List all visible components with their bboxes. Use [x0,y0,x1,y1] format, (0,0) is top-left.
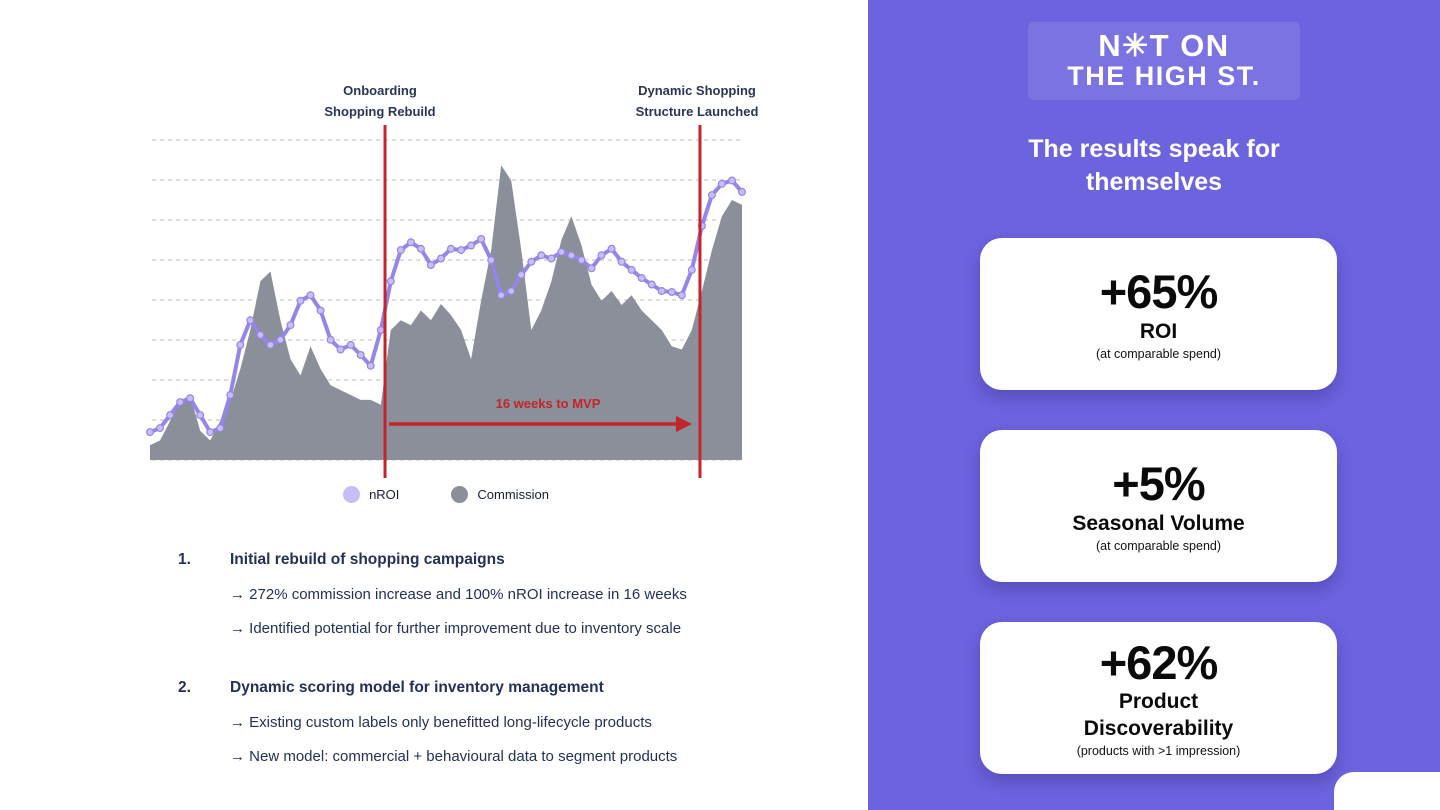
stat-title: ROI [1139,319,1178,343]
stat-value: +5% [1112,457,1205,511]
event-annotation-line: Shopping Rebuild [324,104,436,119]
stat-card-roi: +65% ROI (at comparable spend) [980,238,1337,390]
note-bullet: → Existing custom labels only benefitted… [230,714,652,731]
list-item: 2. Dynamic scoring model for inventory m… [178,679,828,765]
stat-card-product-discoverability: +62% Product Discoverability (products w… [980,622,1337,774]
note-title: Initial rebuild of shopping campaigns [230,551,505,568]
note-bullet: → Identified potential for further impro… [230,620,682,637]
legend-label-commission: Commission [477,487,549,502]
logo-text-line1: N✳T ON [1098,27,1230,63]
chart-legend: nROI Commission [150,486,742,503]
note-bullet: → 272% commission increase and 100% nROI… [230,586,687,603]
stat-title: Product Discoverability [1083,690,1234,740]
stat-subtitle: (at comparable spend) [1095,538,1222,553]
event-annotation-dynamic-shopping: Dynamic Shopping Structure Launched [597,80,797,122]
nroi-dot-icon [343,486,361,503]
stat-value: +65% [1099,265,1219,319]
event-annotation-line: Structure Launched [635,104,759,119]
note-title: Dynamic scoring model for inventory mana… [230,679,604,696]
stat-value: +62% [1099,636,1219,690]
stat-subtitle: (at comparable spend) [1095,346,1222,361]
logo-text-line2: THE HIGH ST. [1067,61,1261,92]
results-panel: N✳T ON THE HIGH ST. The results speak fo… [868,0,1440,810]
stat-title: Seasonal Volume [1072,511,1245,535]
corner-card-decoration [1334,772,1440,810]
note-bullet: → New model: commercial + behavioural da… [230,748,678,765]
event-annotation-line: Dynamic Shopping [638,83,756,98]
stat-subtitle: (products with >1 impression) [1076,743,1241,758]
notes-list: 1. Initial rebuild of shopping campaigns… [178,551,828,765]
note-number: 1. [178,551,191,568]
list-item: 1. Initial rebuild of shopping campaigns… [178,551,828,637]
event-annotation-line: Onboarding [343,83,417,98]
stat-cards: +65% ROI (at comparable spend) +5% Seaso… [980,238,1337,774]
stat-card-seasonal-volume: +5% Seasonal Volume (at comparable spend… [980,430,1337,582]
panel-heading: The results speak for themselves [1028,135,1280,196]
legend-item-nroi: nROI [343,486,399,503]
legend-item-commission: Commission [451,486,549,503]
commission-dot-icon [451,486,469,503]
note-number: 2. [178,679,191,696]
notonthehighst-logo: N✳T ON THE HIGH ST. [1028,22,1300,100]
legend-label-nroi: nROI [369,487,400,502]
event-annotation-onboarding: Onboarding Shopping Rebuild [280,80,480,122]
performance-chart [146,125,746,478]
mvp-arrow-label: 16 weeks to MVP [495,396,601,411]
